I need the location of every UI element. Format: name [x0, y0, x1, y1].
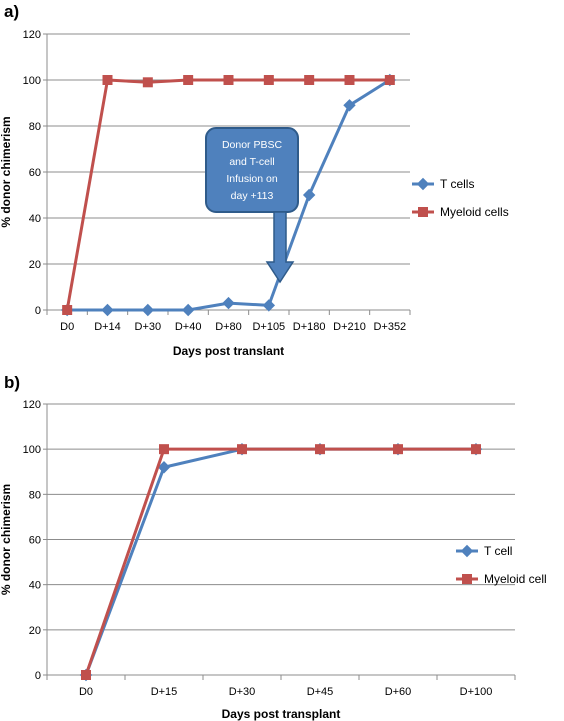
x-tick-label: D+40: [175, 321, 202, 333]
data-point: [159, 444, 169, 455]
data-point: [62, 305, 73, 315]
legend-marker: [416, 177, 430, 191]
legend-label: Myeloid cells: [440, 205, 509, 219]
data-point: [344, 75, 355, 85]
x-tick-label: D+60: [385, 686, 412, 698]
y-tick-label: 40: [29, 580, 41, 592]
series-line: [84, 447, 476, 676]
data-point: [141, 303, 155, 317]
y-tick-label: 120: [23, 29, 41, 41]
data-point: [81, 670, 91, 680]
x-tick-label: D0: [60, 321, 74, 333]
y-tick-label: 100: [23, 75, 41, 87]
x-tick-label: D+100: [460, 686, 493, 698]
y-tick-label: 100: [23, 444, 41, 456]
series-myeloid-cells: [62, 75, 395, 315]
data-point: [237, 444, 247, 455]
y-tick-label: 60: [29, 535, 41, 547]
y-axis-title: % donor chimerism: [0, 484, 13, 595]
x-tick-label: D+30: [229, 686, 256, 698]
x-tick-label: D+80: [215, 321, 242, 333]
data-point: [393, 444, 403, 455]
callout-text-line: Infusion on: [226, 173, 278, 185]
data-point: [181, 303, 195, 317]
data-point: [157, 461, 171, 474]
legend: T cells Myeloid cells: [412, 177, 509, 219]
y-tick-label: 60: [29, 167, 41, 179]
x-tick-label: D+352: [373, 321, 406, 333]
y-tick-label: 0: [35, 670, 41, 682]
series-myeloid-cell: [81, 444, 481, 680]
data-point: [471, 444, 481, 455]
x-axis-title: Days post translant: [173, 344, 284, 358]
y-tick-label: 20: [29, 625, 41, 637]
data-point: [315, 444, 325, 455]
data-point: [263, 75, 274, 85]
data-point: [223, 75, 234, 85]
data-point: [384, 75, 395, 85]
data-point: [142, 77, 153, 88]
legend-label: T cell: [484, 544, 512, 558]
data-point: [101, 303, 114, 317]
panel-label: a): [4, 2, 19, 21]
data-point: [102, 75, 113, 85]
legend-label: T cells: [440, 177, 474, 191]
y-tick-label: 80: [29, 489, 41, 501]
x-tick-label: D+15: [151, 686, 178, 698]
legend-marker: [460, 544, 474, 558]
callout-text-line: and T-cell: [229, 156, 274, 168]
data-point: [302, 188, 316, 202]
panel-label: b): [4, 373, 20, 392]
x-tick-label: D+105: [252, 321, 285, 333]
x-tick-label: D+180: [293, 321, 326, 333]
chart-panel-a: a) 0 20 40 60 80 100 120 D0 D+14 D+30 D+40 D+80 D+105…: [0, 2, 509, 358]
callout-box: [205, 127, 299, 213]
x-tick-label: D+30: [135, 321, 162, 333]
data-point: [343, 99, 356, 112]
y-tick-label: 80: [29, 121, 41, 133]
x-axis-title: Days post transplant: [222, 707, 341, 721]
y-tick-label: 0: [35, 305, 41, 317]
legend-marker: [462, 574, 472, 584]
y-tick-label: 20: [29, 259, 41, 271]
data-point: [262, 299, 276, 312]
infusion-callout: Donor PBSC and T-cell Infusion on day +113: [205, 127, 299, 284]
data-point: [304, 75, 315, 85]
x-tick-label: D0: [79, 686, 93, 698]
y-tick-label: 120: [23, 399, 41, 411]
y-tick-label: 40: [29, 213, 41, 225]
data-point: [222, 296, 235, 310]
callout-text-line: Donor PBSC: [222, 139, 283, 151]
callout-arrow: [265, 211, 295, 284]
series-line: [84, 447, 476, 676]
y-axis-title: % donor chimerism: [0, 116, 13, 227]
data-point: [183, 75, 194, 85]
x-tick-label: D+210: [333, 321, 366, 333]
legend-label: Myeloid cell: [484, 572, 547, 586]
x-tick-label: D+45: [307, 686, 334, 698]
chart-panel-b: b) 0 20 40 60 80 100 120 D0 D+15 D+30 D+45 D+60 D+100…: [0, 373, 547, 721]
x-tick-label: D+14: [94, 321, 121, 333]
callout-text-line: day +113: [231, 190, 274, 202]
legend-marker: [418, 207, 428, 217]
series-t-cell: [79, 442, 483, 682]
legend: T cell Myeloid cell: [456, 544, 547, 586]
